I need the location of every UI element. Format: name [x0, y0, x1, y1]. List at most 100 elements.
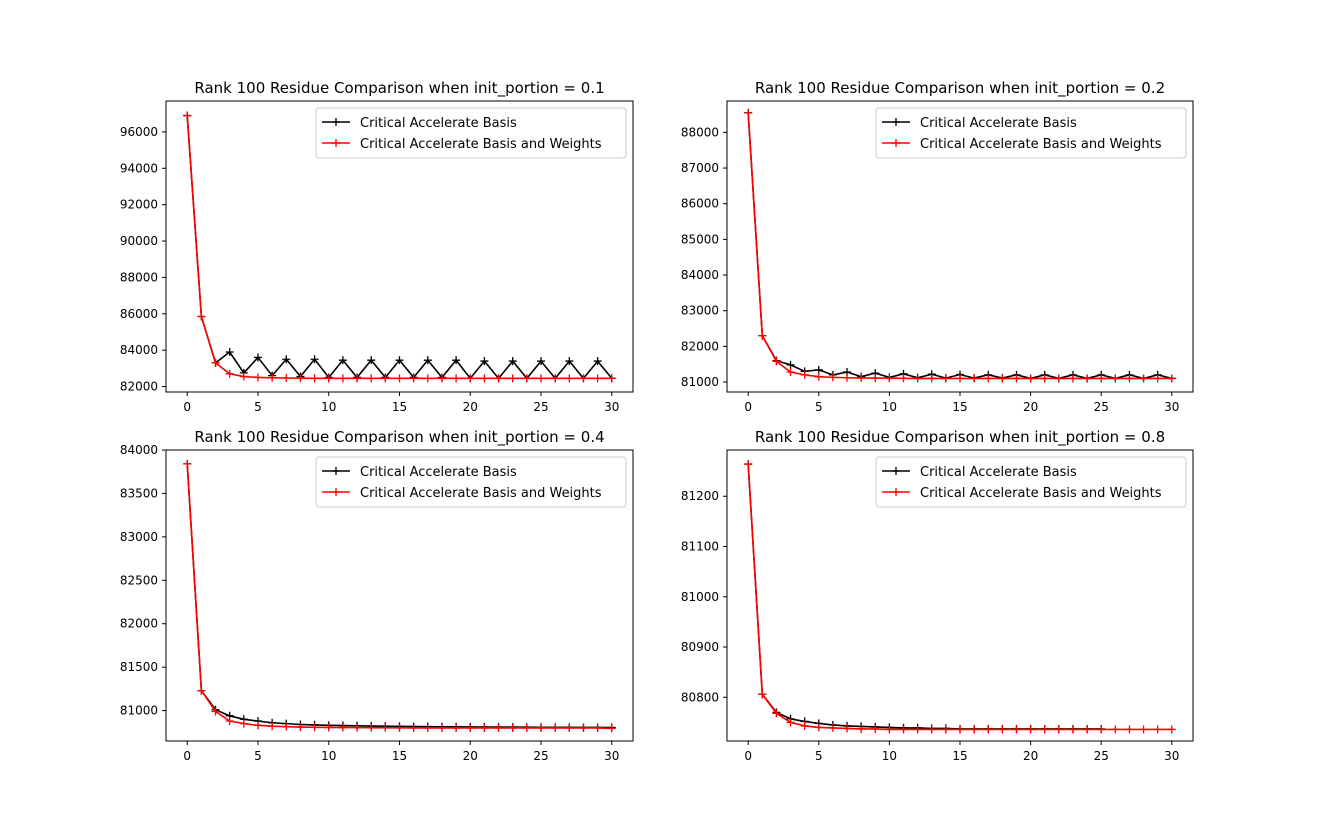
- x-tick-label: 10: [321, 400, 336, 414]
- data-point: [395, 374, 404, 383]
- data-point: [537, 357, 546, 366]
- subplot-3: Rank 100 Residue Comparison when init_po…: [120, 428, 634, 763]
- legend: Critical Accelerate Basis Critical Accele…: [315, 456, 627, 508]
- chart-title: Rank 100 Residue Comparison when init_po…: [194, 79, 604, 98]
- data-point: [211, 707, 220, 716]
- data-point: [565, 374, 574, 383]
- x-tick-label: 5: [254, 749, 262, 763]
- data-point: [970, 374, 979, 383]
- data-point: [268, 722, 277, 731]
- data-point: [381, 723, 390, 732]
- data-point: [480, 357, 489, 366]
- data-point: [466, 723, 475, 732]
- data-point: [857, 373, 866, 382]
- data-point: [1026, 374, 1035, 383]
- x-tick-label: 5: [815, 400, 823, 414]
- data-point: [381, 374, 390, 383]
- data-point: [211, 358, 220, 367]
- data-point: [1054, 374, 1063, 383]
- data-point: [899, 374, 908, 383]
- y-tick-label: 84000: [120, 343, 158, 357]
- data-point: [197, 312, 206, 321]
- data-point: [225, 369, 234, 378]
- data-point: [800, 370, 809, 379]
- data-point: [1167, 374, 1176, 383]
- data-point: [565, 723, 574, 732]
- data-point: [927, 725, 936, 734]
- data-point: [324, 374, 333, 383]
- data-point: [828, 723, 837, 732]
- data-point: [1153, 725, 1162, 734]
- data-point: [758, 331, 767, 340]
- y-tick-label: 88000: [681, 125, 719, 139]
- data-point: [1012, 725, 1021, 734]
- data-point: [353, 374, 362, 383]
- y-tick-label: 94000: [120, 161, 158, 175]
- y-tick-label: 85000: [681, 232, 719, 246]
- data-point: [593, 357, 602, 366]
- data-point: [1083, 725, 1092, 734]
- data-point: [758, 690, 767, 699]
- data-point: [1097, 374, 1106, 383]
- data-point: [310, 374, 319, 383]
- data-point: [899, 725, 908, 734]
- data-point: [537, 723, 546, 732]
- data-point: [786, 718, 795, 727]
- legend-marker: [892, 488, 900, 496]
- x-tick-label: 20: [1023, 749, 1038, 763]
- data-point: [956, 725, 964, 734]
- data-point: [310, 723, 319, 732]
- y-tick-label: 81100: [681, 539, 719, 553]
- data-point: [1026, 725, 1035, 734]
- x-tick-label: 30: [604, 400, 619, 414]
- y-tick-label: 81000: [681, 590, 719, 604]
- legend-label: Critical Accelerate Basis and Weights: [360, 486, 602, 501]
- legend-entry: Critical Accelerate Basis and Weights: [322, 486, 602, 501]
- legend-marker: [332, 488, 340, 496]
- y-tick-label: 81500: [120, 660, 158, 674]
- data-point: [537, 374, 546, 383]
- data-point: [522, 723, 531, 732]
- legend-label: Critical Accelerate Basis and Weights: [920, 137, 1162, 152]
- subplot-4: Rank 100 Residue Comparison when init_po…: [681, 428, 1194, 763]
- y-tick-label: 87000: [681, 161, 719, 175]
- x-tick-label: 15: [952, 749, 967, 763]
- data-point: [494, 374, 503, 383]
- y-tick-label: 86000: [120, 307, 158, 321]
- data-point: [437, 374, 446, 383]
- data-point: [1125, 725, 1134, 734]
- data-point: [437, 723, 446, 732]
- data-point: [1153, 374, 1162, 383]
- data-point: [843, 724, 852, 733]
- legend-entry: Critical Accelerate Basis and Weights: [322, 137, 602, 152]
- data-point: [197, 686, 206, 695]
- data-point: [324, 723, 333, 732]
- data-point: [522, 374, 531, 383]
- legend-entry: Critical Accelerate Basis: [322, 116, 517, 131]
- data-point: [885, 374, 894, 383]
- x-tick-label: 25: [1094, 400, 1109, 414]
- legend-box: [875, 107, 1187, 159]
- x-tick-label: 15: [392, 749, 407, 763]
- legend-box: [875, 456, 1187, 508]
- data-point: [395, 723, 404, 732]
- data-point: [579, 723, 588, 732]
- y-tick-label: 83500: [120, 486, 158, 500]
- x-tick-label: 10: [882, 749, 897, 763]
- y-tick-label: 80900: [681, 640, 719, 654]
- series-2: [744, 460, 1176, 734]
- y-tick-label: 82500: [120, 573, 158, 587]
- x-tick-label: 20: [1023, 400, 1038, 414]
- data-point: [409, 723, 418, 732]
- chart-title: Rank 100 Residue Comparison when init_po…: [755, 428, 1165, 447]
- data-point: [593, 723, 602, 732]
- legend-label: Critical Accelerate Basis and Weights: [920, 486, 1162, 501]
- data-point: [282, 355, 291, 364]
- data-point: [508, 723, 517, 732]
- data-point: [857, 724, 866, 733]
- data-point: [353, 723, 362, 732]
- data-point: [367, 356, 376, 365]
- data-point: [800, 721, 809, 730]
- data-point: [183, 111, 192, 120]
- data-point: [913, 374, 922, 383]
